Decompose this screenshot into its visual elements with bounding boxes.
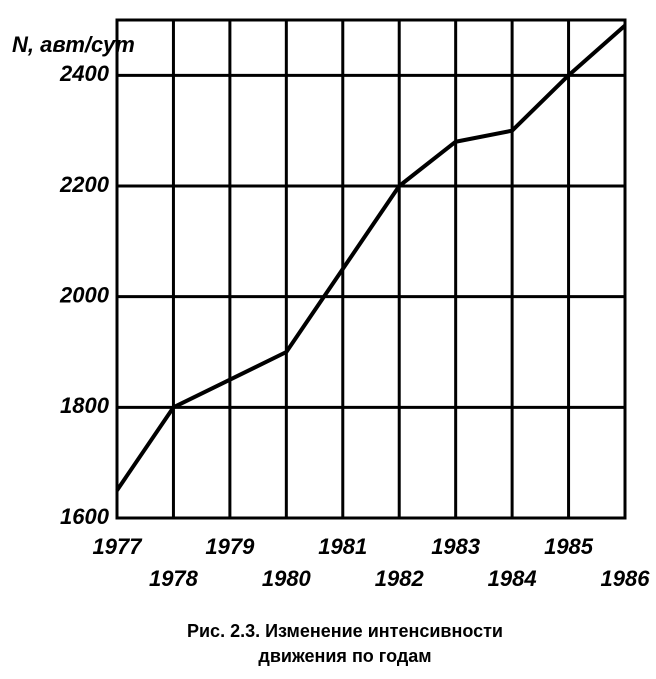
x-tick-label: 1984 [488,566,537,591]
y-axis-label: N, авт/сут [12,32,135,57]
x-tick-label: 1981 [318,534,367,559]
y-tick-label: 1800 [60,393,110,418]
y-tick-label: 1600 [60,504,110,529]
x-tick-label: 1982 [375,566,425,591]
data-line [115,24,627,492]
y-tick-label: 2400 [59,61,110,86]
x-tick-label: 1983 [431,534,480,559]
x-tick-label: 1979 [205,534,255,559]
y-tick-label: 2000 [59,282,110,307]
x-tick-label: 1977 [93,534,144,559]
y-tick-label: 2200 [59,172,110,197]
caption: движения по годам [258,646,431,666]
caption: Рис. 2.3. Изменение интенсивности [187,621,503,641]
x-tick-label: 1978 [149,566,199,591]
x-tick-label: 1985 [544,534,594,559]
x-tick-label: 1980 [262,566,312,591]
x-tick-label: 1986 [601,566,651,591]
